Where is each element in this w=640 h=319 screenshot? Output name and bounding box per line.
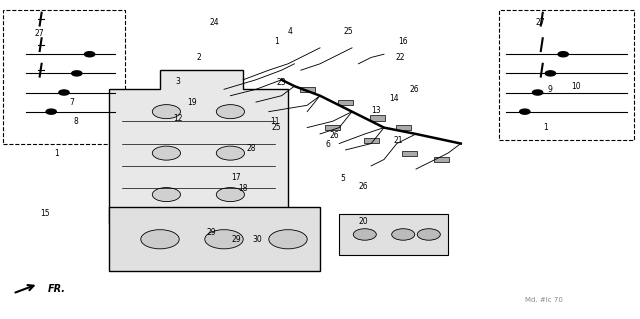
- Circle shape: [520, 109, 530, 114]
- Text: 5: 5: [340, 174, 345, 183]
- Bar: [402, 151, 417, 156]
- Text: 26: 26: [409, 85, 419, 94]
- Text: 26: 26: [330, 131, 340, 140]
- Text: 1: 1: [54, 149, 59, 158]
- Text: 23: 23: [276, 78, 287, 87]
- Circle shape: [72, 71, 82, 76]
- Circle shape: [353, 229, 376, 240]
- Circle shape: [216, 105, 244, 119]
- Text: 27: 27: [35, 29, 45, 38]
- Circle shape: [417, 229, 440, 240]
- Text: 3: 3: [175, 77, 180, 86]
- Text: 28: 28: [246, 144, 255, 153]
- Text: 2: 2: [196, 53, 201, 62]
- Text: 13: 13: [371, 106, 381, 115]
- Bar: [434, 157, 449, 162]
- Text: 20: 20: [358, 217, 369, 226]
- Polygon shape: [109, 70, 288, 223]
- Text: 21: 21: [394, 136, 403, 145]
- Circle shape: [545, 71, 556, 76]
- Text: 10: 10: [571, 82, 581, 91]
- Circle shape: [216, 146, 244, 160]
- Circle shape: [46, 109, 56, 114]
- Text: 22: 22: [396, 53, 405, 62]
- Circle shape: [216, 188, 244, 202]
- Circle shape: [269, 230, 307, 249]
- Circle shape: [152, 188, 180, 202]
- Text: 25: 25: [344, 27, 354, 36]
- Text: 4: 4: [287, 27, 292, 36]
- Text: 1: 1: [543, 123, 548, 132]
- Text: 29: 29: [232, 235, 242, 244]
- Bar: [338, 100, 353, 105]
- Bar: [364, 138, 379, 143]
- Text: 30: 30: [252, 235, 262, 244]
- Circle shape: [152, 105, 180, 119]
- Circle shape: [141, 230, 179, 249]
- Bar: [300, 87, 315, 92]
- Text: 7: 7: [69, 98, 74, 107]
- Text: 8: 8: [73, 117, 78, 126]
- Text: 18: 18: [239, 184, 248, 193]
- Text: 29: 29: [206, 228, 216, 237]
- Text: 9: 9: [548, 85, 553, 94]
- Circle shape: [392, 229, 415, 240]
- Text: 19: 19: [187, 98, 197, 107]
- Text: 24: 24: [209, 18, 220, 27]
- Bar: [396, 125, 411, 130]
- Bar: [325, 125, 340, 130]
- Circle shape: [532, 90, 543, 95]
- Circle shape: [84, 52, 95, 57]
- Text: 11: 11: [271, 117, 280, 126]
- Circle shape: [59, 90, 69, 95]
- Text: 14: 14: [389, 94, 399, 103]
- Text: 16: 16: [398, 37, 408, 46]
- Circle shape: [558, 52, 568, 57]
- Text: 26: 26: [358, 182, 368, 191]
- Polygon shape: [339, 214, 448, 255]
- Polygon shape: [109, 207, 320, 271]
- Text: FR.: FR.: [48, 284, 66, 294]
- Circle shape: [205, 230, 243, 249]
- Text: 12: 12: [173, 114, 182, 122]
- Text: 15: 15: [40, 209, 50, 218]
- Text: 6: 6: [325, 140, 330, 149]
- Text: 17: 17: [230, 173, 241, 182]
- Text: Md. #Ic 70: Md. #Ic 70: [525, 297, 563, 303]
- Text: 27: 27: [536, 18, 546, 27]
- Text: 25: 25: [271, 123, 282, 132]
- Circle shape: [152, 146, 180, 160]
- Text: 1: 1: [274, 37, 279, 46]
- Bar: [370, 115, 385, 121]
